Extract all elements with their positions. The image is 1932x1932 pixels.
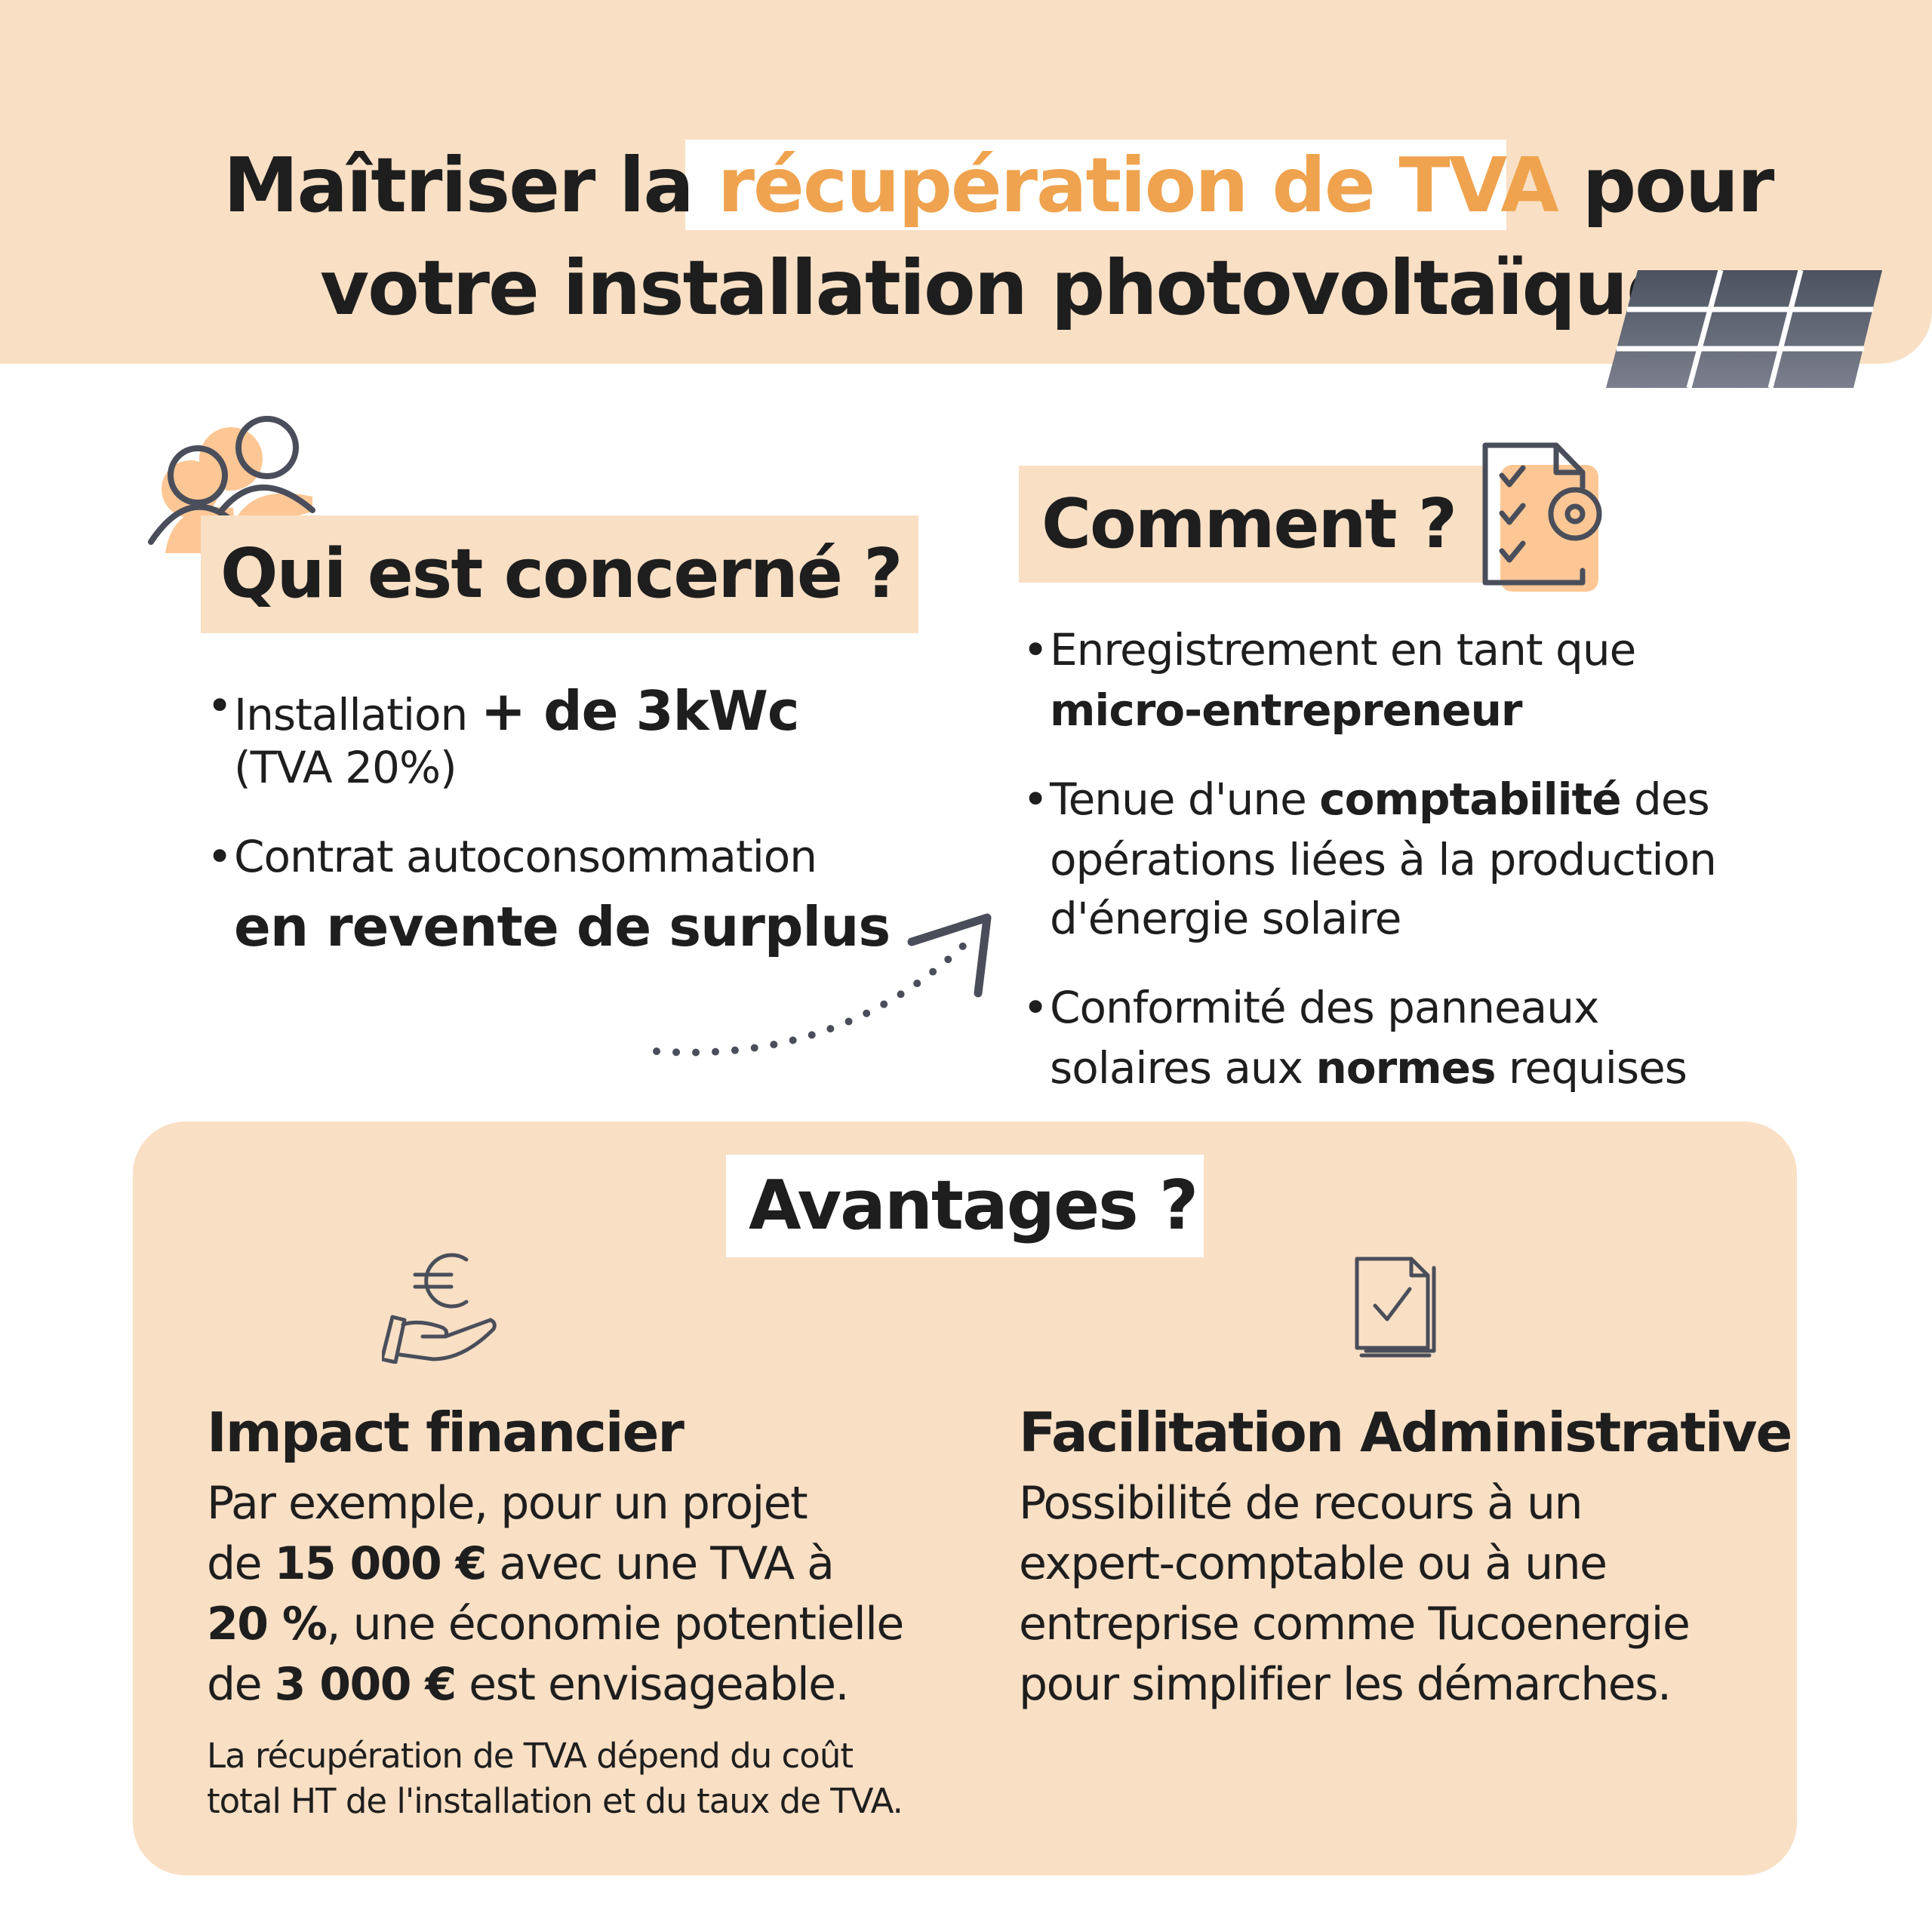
admin-title: Facilitation Administrative	[1019, 1401, 1792, 1464]
solar-panel-icon	[1606, 270, 1882, 388]
dotted-arrow-icon	[653, 913, 992, 1057]
how-heading: Comment ?	[1041, 485, 1457, 564]
financial-title: Impact financier	[207, 1401, 685, 1464]
title-text: pour	[1557, 141, 1775, 229]
bullet-text: Enregistrement en tant que	[1050, 624, 1636, 675]
how-bullet-3: • Conformité des panneaux	[1023, 982, 1599, 1033]
page-title-line2: votre installation photovoltaïque	[320, 244, 1678, 332]
text: de	[207, 1537, 275, 1590]
euro-hand-icon	[382, 1253, 497, 1364]
who-heading-box	[201, 515, 918, 633]
financial-note-1: La récupération de TVA dépend du coût	[207, 1736, 854, 1776]
financial-line-3: 20 %, une économie potentielle	[207, 1601, 904, 1647]
how-bullet-1-bold: micro-entrepreneur	[1050, 685, 1522, 736]
bullet-bold: comptabilité	[1319, 774, 1621, 825]
page-title-line1: Maîtriser la récupération de TVA pour	[223, 148, 1774, 223]
how-bullet-2-line3: d'énergie solaire	[1050, 893, 1401, 944]
who-bullet-1-line2: (TVA 20%)	[234, 742, 457, 793]
financial-line-2: de 15 000 € avec une TVA à	[207, 1541, 835, 1586]
text: , une économie potentielle	[326, 1598, 905, 1651]
bullet-bold: normes	[1315, 1042, 1496, 1094]
financial-line-4: de 3 000 € est envisageable.	[207, 1662, 850, 1707]
checklist-gear-icon	[1482, 442, 1602, 592]
admin-line-4: pour simplifier les démarches.	[1019, 1658, 1672, 1711]
bullet-bold: + de 3kWc	[480, 679, 800, 743]
bullet-text: Tenue d'une	[1050, 774, 1320, 825]
amount: 3 000 €	[274, 1658, 457, 1711]
advantages-heading: Avantages ?	[749, 1166, 1198, 1245]
bullet-text: solaires aux	[1050, 1042, 1316, 1094]
who-bullet-2: • Contrat autoconsommation	[207, 831, 817, 882]
title-text: Maîtriser la	[223, 141, 718, 229]
how-bullet-3-line2: solaires aux normes requises	[1050, 1046, 1687, 1090]
how-heading-box	[1019, 466, 1485, 583]
document-check-icon	[1355, 1257, 1436, 1358]
advantages-heading-box	[726, 1155, 1204, 1257]
text: est envisageable.	[455, 1658, 849, 1711]
financial-note-2: total HT de l'installation et du taux de…	[207, 1781, 903, 1821]
bullet-text: Installation	[234, 689, 481, 740]
title-highlight: récupération de TVA	[717, 141, 1559, 229]
bullet-text: des	[1620, 774, 1710, 825]
how-bullet-1: • Enregistrement en tant que	[1023, 624, 1636, 675]
bullet-text: Contrat autoconsommation	[234, 831, 817, 882]
admin-line-1: Possibilité de recours à un	[1019, 1477, 1583, 1530]
who-bullet-2-bold: en revente de surplus	[234, 895, 891, 958]
bullet-text: Conformité des panneaux	[1050, 982, 1599, 1033]
bullet-text: requises	[1495, 1042, 1687, 1094]
how-bullet-2: • Tenue d'une comptabilité des	[1023, 774, 1710, 825]
admin-line-2: expert-comptable ou à une	[1019, 1537, 1607, 1590]
rate: 20 %	[207, 1598, 328, 1651]
who-bullet-1: • Installation + de 3kWc	[207, 679, 800, 743]
title-highlight-box	[685, 140, 1506, 230]
amount: 15 000 €	[274, 1537, 488, 1590]
who-heading: Qui est concerné ?	[220, 534, 903, 614]
text: de	[207, 1658, 275, 1711]
admin-line-3: entreprise comme Tucoenergie	[1019, 1598, 1690, 1651]
how-bullet-2-line2: opérations liées à la production	[1050, 834, 1717, 885]
text: avec une TVA à	[485, 1537, 835, 1590]
financial-line-1: Par exemple, pour un projet	[207, 1477, 808, 1530]
